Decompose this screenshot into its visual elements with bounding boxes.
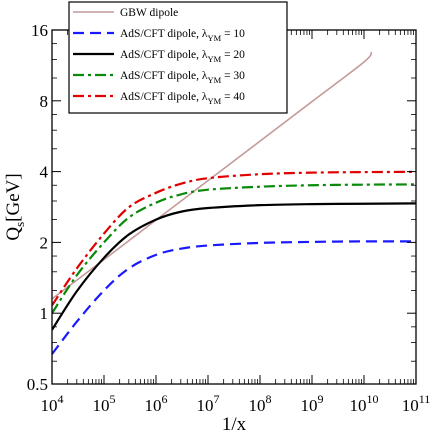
series-line	[52, 183, 416, 314]
legend-entry-label: GBW dipole	[120, 7, 178, 19]
series-line	[52, 202, 416, 331]
y-tick-label: 4	[40, 163, 49, 182]
y-axis-title-unit: [GeV]	[3, 173, 24, 222]
series-line	[52, 240, 416, 355]
series-layer	[52, 51, 416, 355]
x-tick-label: 1010	[350, 392, 379, 415]
y-tick-label: 2	[40, 233, 49, 252]
x-tick-label: 106	[145, 392, 168, 415]
series-line	[52, 170, 416, 306]
legend-box	[68, 1, 288, 114]
x-tick-label: 108	[249, 392, 272, 415]
series-line	[52, 51, 373, 300]
y-axis-title: Qs[GeV]	[3, 173, 27, 240]
labels-layer: 104 105 106 107 108 109 1010 1011 0.5 1 2 4 8 16	[27, 21, 431, 415]
legend-entry-label: AdS/CFT dipole, λYM = 40	[120, 91, 245, 106]
legend-entry-label: AdS/CFT dipole, λYM = 20	[120, 49, 245, 64]
x-tick-label: 105	[93, 392, 116, 415]
x-axis-title: 1/x	[222, 414, 247, 435]
legend-entry-label: AdS/CFT dipole, λYM = 10	[120, 28, 245, 43]
legend: GBW dipole AdS/CFT dipole, λYM = 10 AdS/CF…	[68, 1, 288, 114]
y-axis-title-sub: s	[12, 222, 27, 227]
y-tick-label: 0.5	[27, 375, 48, 394]
legend-entry-label: AdS/CFT dipole, λYM = 30	[120, 70, 245, 85]
x-tick-label: 109	[301, 392, 324, 415]
x-tick-label: 104	[41, 392, 64, 415]
y-axis-title-main: Q	[3, 227, 24, 241]
x-tick-label: 107	[197, 392, 220, 415]
y-tick-label: 1	[40, 304, 49, 323]
y-tick-label: 8	[40, 92, 49, 111]
x-tick-label: 1011	[402, 392, 431, 415]
y-tick-label: 16	[31, 21, 48, 40]
